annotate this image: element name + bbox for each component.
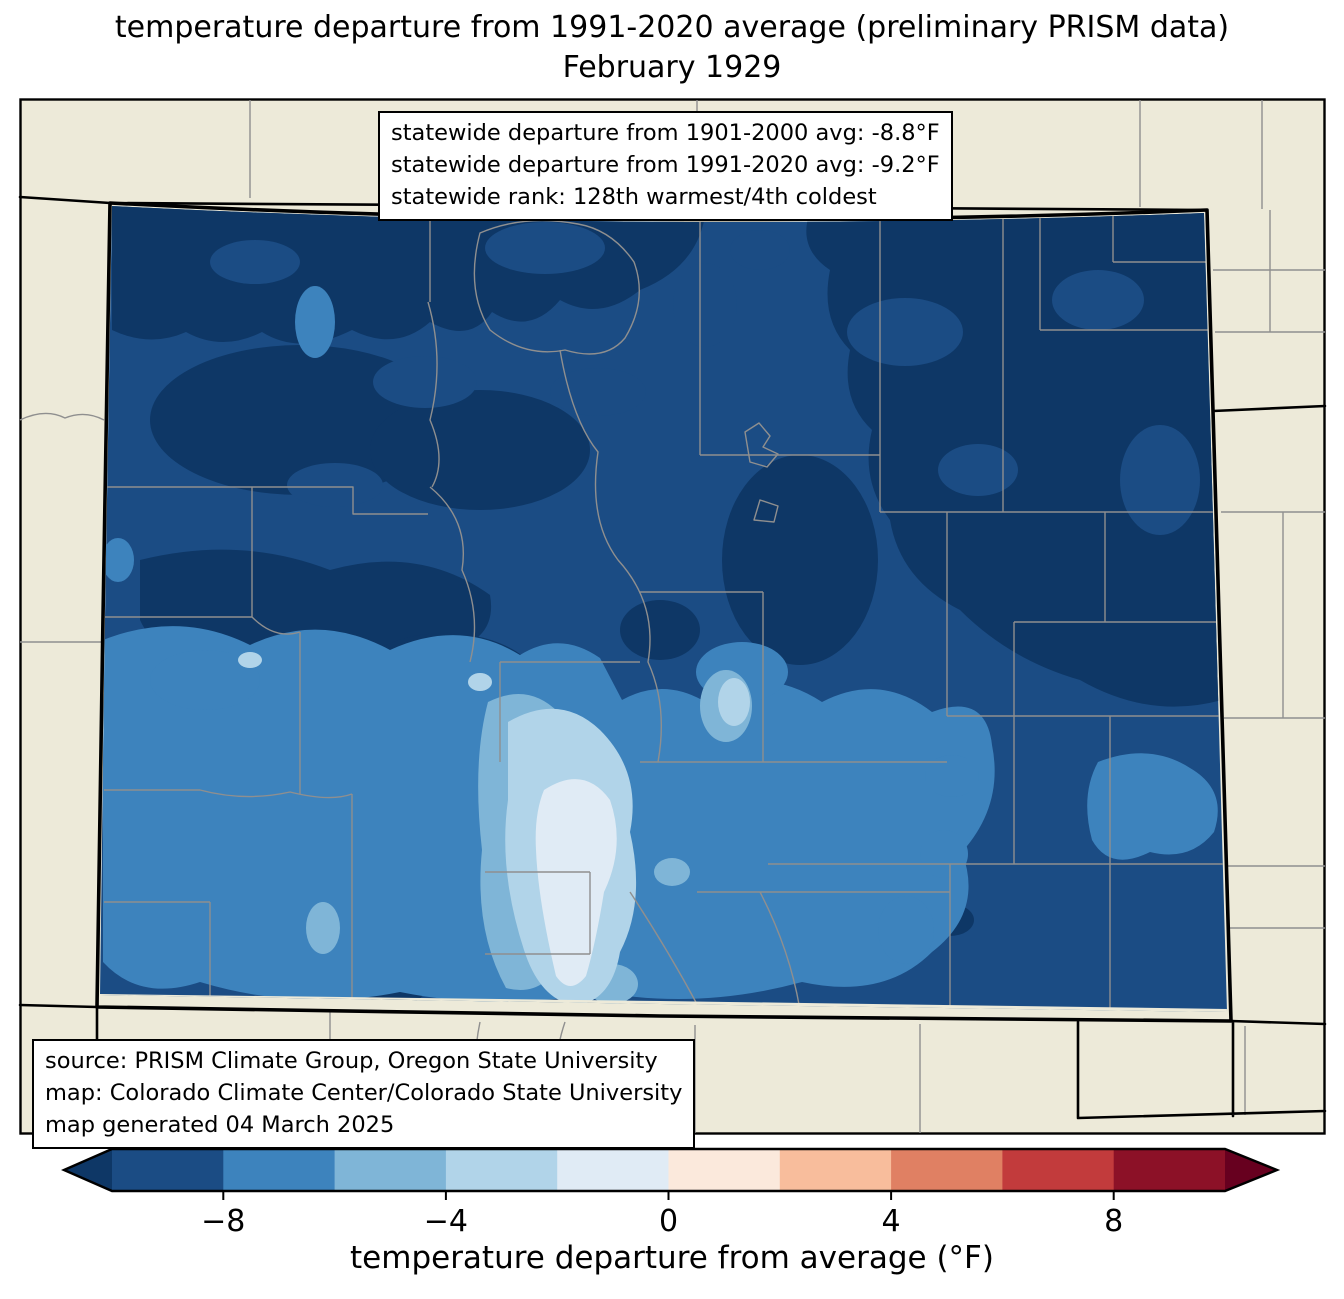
title-line-2: February 1929 xyxy=(562,49,782,85)
stats-line-3: statewide rank: 128th warmest/4th coldes… xyxy=(391,183,877,210)
stats-line-1: statewide departure from 1901-2000 avg: … xyxy=(391,120,940,146)
colorbar-segment xyxy=(334,1149,447,1191)
colorbar-segment xyxy=(668,1149,781,1191)
colorbar-tick-label: −8 xyxy=(201,1204,245,1239)
fill-mottle-minus10-minus8 xyxy=(210,222,1200,535)
colorbar-segment xyxy=(445,1149,558,1191)
colorbar-segment xyxy=(1002,1149,1115,1191)
source-box: source: PRISM Climate Group, Oregon Stat… xyxy=(32,1039,696,1149)
colorado-county-lines xyxy=(104,213,1226,1012)
colorbar-segment xyxy=(779,1149,892,1191)
colorbar-tick-label: −4 xyxy=(424,1204,468,1239)
colorbar-segment xyxy=(112,1149,224,1191)
stats-line-2: statewide departure from 1991-2020 avg: … xyxy=(391,151,940,178)
fill-level-minus2-0 xyxy=(535,779,617,986)
colorbar-ticks: −8 −4 0 4 8 xyxy=(201,1191,1123,1239)
colorbar-over-arrow xyxy=(1225,1149,1277,1191)
colorbar-segment xyxy=(1113,1149,1226,1191)
figure-title: temperature departure from 1991-2020 ave… xyxy=(0,8,1344,87)
colorbar-tick-label: 8 xyxy=(1104,1204,1123,1239)
temperature-fill-layers xyxy=(100,206,1227,1012)
colorbar-segment xyxy=(223,1149,336,1191)
colorbar-segment xyxy=(557,1149,669,1191)
colorbar-cells xyxy=(112,1149,1226,1191)
source-line-2: map: Colorado Climate Center/Colorado St… xyxy=(45,1079,683,1106)
colorbar-axis-label: temperature departure from average (°F) xyxy=(350,1240,994,1276)
colorbar-under-arrow xyxy=(64,1149,112,1191)
colorbar-tick-label: 4 xyxy=(882,1204,901,1239)
stats-box: statewide departure from 1901-2000 avg: … xyxy=(378,111,953,221)
source-line-3: map generated 04 March 2025 xyxy=(45,1111,395,1138)
colorbar-segment xyxy=(891,1149,1003,1191)
colorbar-tick-label: 0 xyxy=(659,1204,678,1239)
colorbar: −8 −4 0 4 8 xyxy=(61,1147,1281,1239)
colorbar-outline xyxy=(61,1147,1281,1193)
source-line-1: source: PRISM Climate Group, Oregon Stat… xyxy=(45,1048,658,1074)
title-line-1: temperature departure from 1991-2020 ave… xyxy=(114,10,1230,45)
